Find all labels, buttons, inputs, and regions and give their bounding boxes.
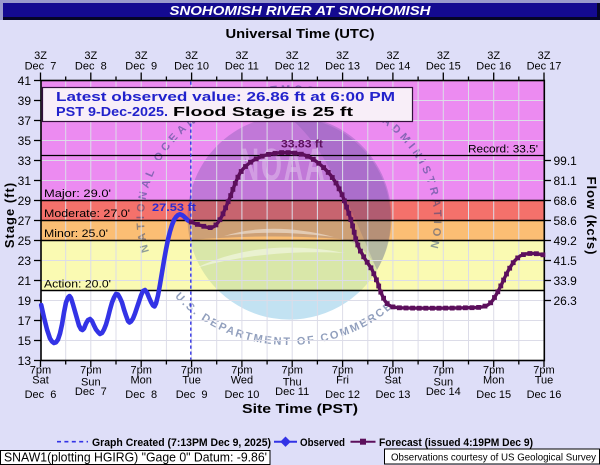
svg-text:33.83 ft: 33.83 ft (281, 139, 323, 151)
svg-text:Dec 11: Dec 11 (275, 386, 309, 398)
svg-text:31: 31 (18, 174, 32, 188)
svg-text:Dec 9: Dec 9 (125, 61, 157, 73)
svg-text:49.2: 49.2 (554, 234, 578, 248)
svg-text:Graph Created (7:13PM Dec 9, 2: Graph Created (7:13PM Dec 9, 2025) (92, 437, 271, 449)
svg-text:Sun: Sun (434, 377, 454, 389)
svg-text:99.1: 99.1 (554, 154, 578, 168)
svg-text:Dec 15: Dec 15 (476, 389, 511, 401)
svg-text:Sat: Sat (385, 375, 402, 387)
svg-text:Dec 7: Dec 7 (75, 386, 107, 398)
svg-text:33.9: 33.9 (554, 274, 578, 288)
svg-text:Tue: Tue (182, 375, 201, 387)
svg-text:7pm: 7pm (30, 364, 51, 376)
svg-text:Moderate: 27.0': Moderate: 27.0' (44, 208, 130, 220)
svg-text:Universal Time (UTC): Universal Time (UTC) (226, 26, 375, 41)
svg-text:19: 19 (18, 294, 32, 308)
svg-text:7pm: 7pm (130, 364, 151, 376)
svg-text:Dec 16: Dec 16 (476, 61, 511, 73)
svg-text:Thu: Thu (283, 377, 302, 389)
svg-text:Site Time (PST): Site Time (PST) (242, 401, 358, 416)
svg-text:7pm: 7pm (533, 364, 554, 376)
svg-text:3Z: 3Z (336, 50, 349, 62)
svg-text:3Z: 3Z (185, 50, 198, 62)
svg-text:Dec 9: Dec 9 (176, 389, 208, 401)
svg-text:Fri: Fri (336, 375, 349, 387)
svg-text:Record: 33.5': Record: 33.5' (468, 144, 538, 156)
svg-text:Observations courtesy of US Ge: Observations courtesy of US Geological S… (391, 451, 597, 463)
svg-text:Sat: Sat (32, 375, 49, 387)
svg-text:Sun: Sun (81, 377, 101, 389)
svg-text:3Z: 3Z (538, 50, 551, 62)
svg-text:Dec 11: Dec 11 (225, 61, 259, 73)
svg-text:7pm: 7pm (281, 364, 302, 376)
svg-text:Tue: Tue (535, 375, 554, 387)
svg-text:SNOHOMISH RIVER AT SNOHOMISH: SNOHOMISH RIVER AT SNOHOMISH (170, 3, 432, 18)
svg-text:Major: 29.0': Major: 29.0' (44, 188, 111, 200)
svg-text:26.3: 26.3 (554, 294, 578, 308)
svg-text:35: 35 (18, 134, 32, 148)
svg-text:SNAW1(plotting HGIRG) "Gage 0": SNAW1(plotting HGIRG) "Gage 0" Datum: -9… (4, 450, 267, 465)
svg-text:Forecast (issued 4:19PM Dec 9): Forecast (issued 4:19PM Dec 9) (379, 437, 533, 449)
svg-text:29: 29 (18, 194, 32, 208)
svg-text:Dec 13: Dec 13 (325, 61, 360, 73)
svg-text:Action: 20.0': Action: 20.0' (44, 278, 111, 290)
svg-text:3Z: 3Z (34, 50, 47, 62)
svg-text:Dec 10: Dec 10 (224, 389, 259, 401)
svg-text:Mon: Mon (483, 375, 504, 387)
svg-text:33: 33 (18, 154, 32, 168)
svg-text:Wed: Wed (231, 375, 253, 387)
svg-text:Dec 16: Dec 16 (527, 389, 562, 401)
svg-text:Dec 12: Dec 12 (325, 389, 360, 401)
svg-text:7pm: 7pm (231, 364, 252, 376)
svg-text:Dec 7: Dec 7 (25, 61, 57, 73)
svg-text:13: 13 (18, 354, 32, 368)
svg-text:Dec 14: Dec 14 (426, 386, 461, 398)
svg-text:7pm: 7pm (80, 364, 101, 376)
svg-text:Dec 13: Dec 13 (375, 389, 410, 401)
svg-text:3Z: 3Z (437, 50, 450, 62)
svg-text:17: 17 (18, 314, 32, 328)
svg-text:3Z: 3Z (84, 50, 97, 62)
svg-text:Flow (kcfs): Flow (kcfs) (584, 177, 599, 256)
svg-text:Dec 6: Dec 6 (25, 389, 57, 401)
svg-text:7pm: 7pm (332, 364, 353, 376)
svg-text:Observed: Observed (300, 437, 345, 449)
svg-text:7pm: 7pm (433, 364, 454, 376)
svg-text:Dec 8: Dec 8 (125, 389, 157, 401)
svg-text:25: 25 (18, 234, 32, 248)
svg-text:NOAA: NOAA (240, 139, 327, 190)
svg-text:7pm: 7pm (382, 364, 403, 376)
svg-text:3Z: 3Z (487, 50, 500, 62)
svg-text:3Z: 3Z (135, 50, 148, 62)
svg-text:Latest observed value: 26.86 f: Latest observed value: 26.86 ft at 6:00 … (56, 89, 395, 104)
svg-text:15: 15 (18, 334, 32, 348)
svg-text:37: 37 (18, 114, 32, 128)
svg-text:Dec 14: Dec 14 (375, 61, 410, 73)
svg-text:58.6: 58.6 (554, 214, 578, 228)
svg-text:39: 39 (18, 94, 32, 108)
svg-text:7pm: 7pm (181, 364, 202, 376)
svg-text:PST 9-Dec-2025.Flood Stage is: PST 9-Dec-2025. Flood Stage is 25 ft (56, 104, 354, 119)
svg-text:21: 21 (18, 274, 32, 288)
svg-text:27: 27 (18, 214, 32, 228)
svg-text:41: 41 (18, 74, 32, 88)
svg-text:Dec 10: Dec 10 (174, 61, 209, 73)
svg-text:3Z: 3Z (386, 50, 399, 62)
svg-text:27.53 ft: 27.53 ft (152, 202, 196, 214)
svg-text:Dec 17: Dec 17 (527, 61, 562, 73)
svg-text:41.5: 41.5 (554, 254, 578, 268)
svg-text:Stage (ft): Stage (ft) (2, 182, 17, 248)
svg-text:Dec 12: Dec 12 (275, 61, 310, 73)
svg-text:3Z: 3Z (286, 50, 299, 62)
svg-text:Dec 15: Dec 15 (426, 61, 461, 73)
svg-text:7pm: 7pm (483, 364, 504, 376)
svg-text:Mon: Mon (130, 375, 151, 387)
svg-text:68.6: 68.6 (554, 194, 578, 208)
svg-text:81.1: 81.1 (554, 174, 578, 188)
svg-text:3Z: 3Z (235, 50, 248, 62)
svg-text:Minor: 25.0': Minor: 25.0' (44, 228, 108, 240)
svg-text:23: 23 (18, 254, 32, 268)
svg-text:Dec 8: Dec 8 (75, 61, 107, 73)
